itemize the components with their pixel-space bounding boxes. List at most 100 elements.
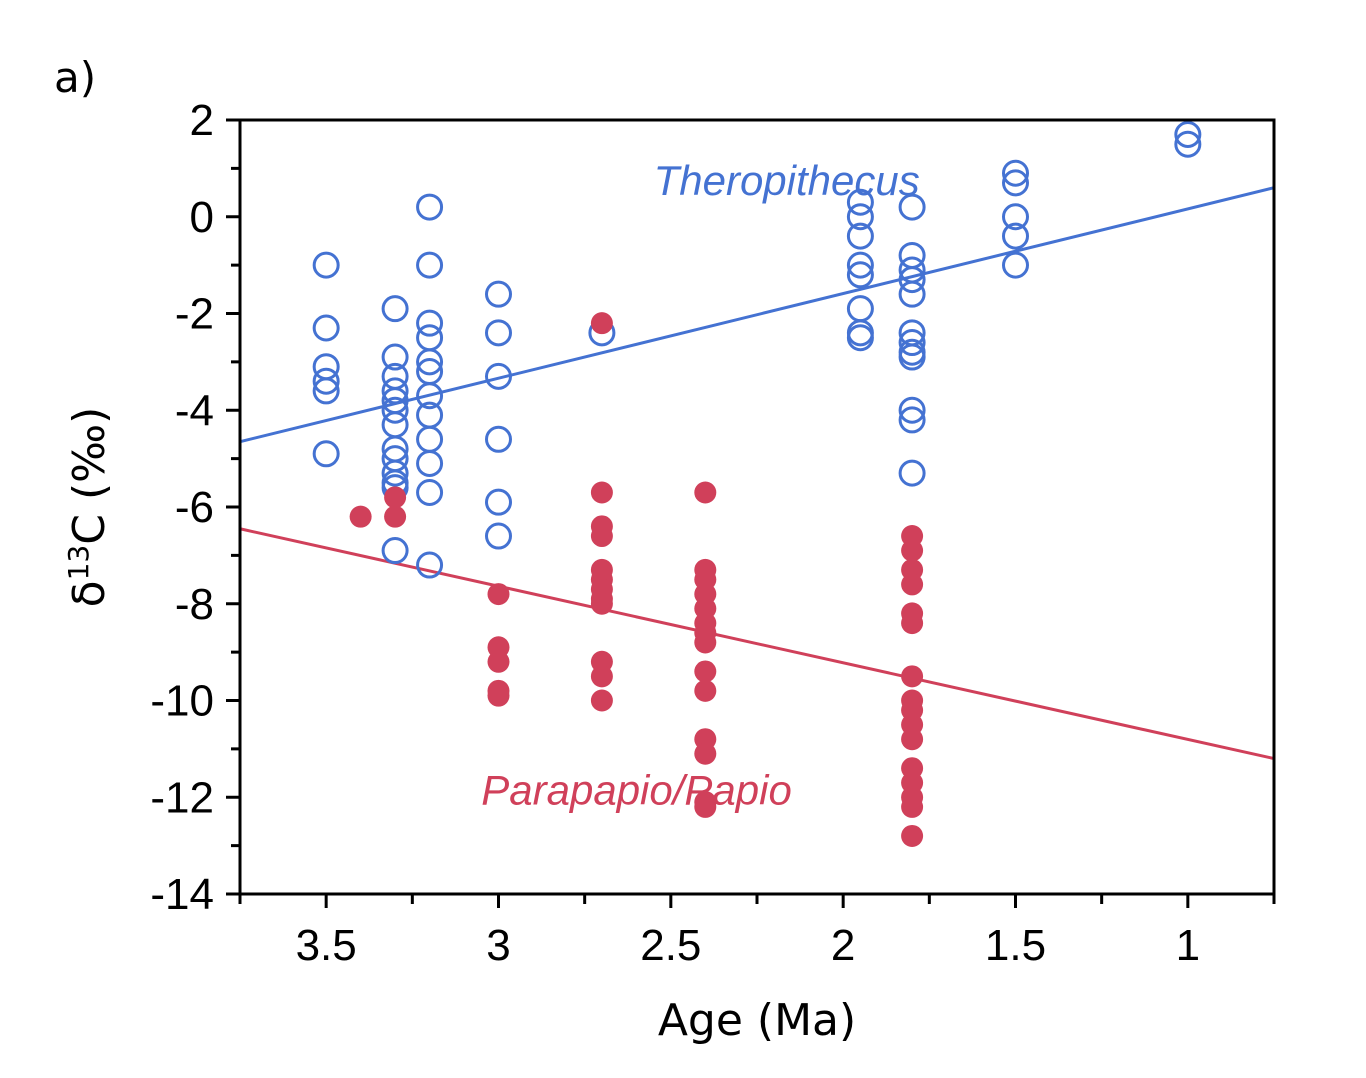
point-parapapio-papio: [694, 742, 717, 765]
point-theropithecus: [381, 295, 409, 323]
y-axis-title-prefix: δ: [64, 580, 115, 607]
point-theropithecus: [485, 488, 512, 516]
point-parapapio-papio: [590, 689, 613, 712]
point-theropithecus: [312, 353, 340, 381]
x-axis: 3.5 3 2.5 2 1.5 1: [238, 894, 1276, 970]
point-parapapio-papio: [901, 728, 924, 751]
y-tick-label: -6: [175, 483, 214, 532]
series-label-theropithecus: Theropithecus: [654, 157, 920, 204]
trend-lines: [239, 186, 1275, 761]
point-theropithecus: [485, 319, 512, 347]
point-parapapio-papio: [590, 592, 613, 615]
point-theropithecus: [381, 411, 409, 439]
point-parapapio-papio: [694, 795, 717, 818]
point-parapapio-papio: [694, 679, 717, 702]
series-labels: Theropithecus Parapapio/Papio: [481, 157, 919, 814]
point-theropithecus: [1002, 251, 1029, 279]
point-theropithecus: [381, 377, 409, 405]
point-parapapio-papio: [384, 486, 407, 509]
point-theropithecus: [846, 222, 874, 250]
x-tick-label: 3: [486, 921, 510, 970]
trend-line-parapapio-papio: [239, 527, 1275, 761]
point-theropithecus: [381, 396, 409, 424]
point-theropithecus: [485, 280, 512, 308]
point-theropithecus: [898, 459, 926, 487]
point-theropithecus: [1002, 169, 1029, 197]
point-theropithecus: [846, 188, 874, 216]
y-tick-label: 2: [190, 96, 214, 145]
point-theropithecus: [846, 203, 874, 231]
point-theropithecus: [485, 425, 512, 453]
x-tick-label: 1: [1176, 921, 1200, 970]
y-axis-title-suffix: C (‰): [64, 407, 115, 545]
point-theropithecus: [846, 261, 874, 289]
y-axis: 2 0 -2 -4 -6 -8 -10 -12 -14: [150, 96, 240, 919]
point-parapapio-papio: [901, 573, 924, 596]
point-theropithecus: [898, 266, 926, 294]
point-theropithecus: [416, 478, 444, 506]
point-parapapio-papio: [349, 505, 372, 528]
point-theropithecus: [1174, 130, 1202, 158]
point-theropithecus: [312, 440, 340, 468]
point-parapapio-papio: [590, 665, 613, 688]
point-theropithecus: [312, 251, 340, 279]
point-theropithecus: [416, 309, 444, 337]
point-parapapio-papio: [694, 631, 717, 654]
point-theropithecus: [312, 314, 340, 342]
point-parapapio-papio: [901, 539, 924, 562]
y-axis-title: δ13C (‰): [62, 407, 115, 608]
point-theropithecus: [1174, 121, 1202, 149]
point-theropithecus: [898, 329, 926, 357]
point-parapapio-papio: [590, 525, 613, 548]
point-parapapio-papio: [901, 824, 924, 847]
point-theropithecus: [1002, 222, 1029, 250]
point-theropithecus: [416, 551, 444, 579]
point-theropithecus: [1002, 203, 1029, 231]
point-parapapio-papio: [487, 684, 510, 707]
y-tick-label: -14: [150, 870, 214, 919]
panel-label: a): [54, 53, 96, 102]
point-theropithecus: [898, 406, 926, 434]
series-label-parapapio-papio: Parapapio/Papio: [481, 767, 792, 814]
point-theropithecus: [312, 377, 340, 405]
data-points: [312, 121, 1202, 847]
point-parapapio-papio: [590, 312, 613, 335]
point-parapapio-papio: [487, 650, 510, 673]
y-tick-label: -2: [175, 290, 214, 339]
x-tick-label: 3.5: [296, 921, 357, 970]
y-tick-label: 0: [190, 193, 214, 242]
y-axis-title-superscript: 13: [62, 545, 95, 581]
point-theropithecus: [485, 522, 512, 550]
point-parapapio-papio: [901, 665, 924, 688]
x-tick-label: 2.5: [640, 921, 701, 970]
point-theropithecus: [898, 280, 926, 308]
point-theropithecus: [416, 251, 444, 279]
y-tick-label: -4: [175, 386, 214, 435]
y-tick-label: -10: [150, 677, 214, 726]
point-theropithecus: [416, 382, 444, 410]
point-theropithecus: [416, 449, 444, 477]
point-theropithecus: [312, 367, 340, 395]
point-theropithecus: [898, 396, 926, 424]
point-parapapio-papio: [901, 795, 924, 818]
point-theropithecus: [485, 362, 512, 390]
point-theropithecus: [898, 241, 926, 269]
point-theropithecus: [381, 343, 409, 371]
y-tick-label: -12: [150, 773, 214, 822]
point-theropithecus: [416, 425, 444, 453]
x-tick-label: 1.5: [985, 921, 1046, 970]
x-tick-label: 2: [831, 921, 855, 970]
point-theropithecus: [898, 193, 926, 221]
point-theropithecus: [381, 537, 409, 565]
point-theropithecus: [416, 324, 444, 352]
point-parapapio-papio: [590, 481, 613, 504]
point-theropithecus: [846, 324, 874, 352]
point-theropithecus: [898, 343, 926, 371]
point-parapapio-papio: [384, 505, 407, 528]
trend-line-theropithecus: [239, 186, 1275, 444]
point-theropithecus: [846, 295, 874, 323]
point-parapapio-papio: [694, 481, 717, 504]
point-parapapio-papio: [487, 583, 510, 606]
point-parapapio-papio: [694, 660, 717, 683]
